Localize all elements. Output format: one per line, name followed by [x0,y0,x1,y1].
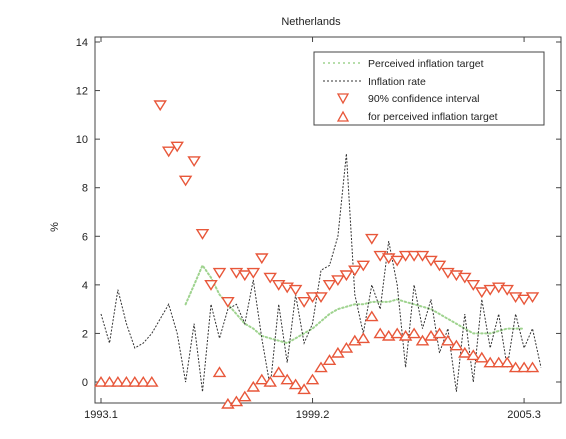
marker-upper-ci [212,267,227,279]
marker-lower-ci [458,346,472,358]
marker-upper-ci [305,292,320,304]
marker-lower-ci [111,375,125,387]
marker-lower-ci [136,375,151,387]
axis-ticks: 0 2 4 6 8 10 12 14 1993.1 1999.2 2005.3 [76,37,561,421]
marker-upper-ci [263,272,277,284]
marker-lower-ci [339,341,354,353]
series-layer [94,100,542,409]
y-axis-label: % [49,222,61,232]
marker-lower-ci [475,351,489,363]
marker-lower-ci [246,380,261,392]
marker-lower-ci [508,361,523,373]
y-tick-label: 0 [82,377,88,389]
marker-lower-ci [145,375,159,387]
marker-upper-ci [475,287,489,299]
marker-upper-ci [398,250,413,262]
marker-lower-ci [297,383,311,395]
marker-lower-ci [288,378,303,390]
y-tick-label: 14 [76,37,88,49]
marker-lower-ci [517,361,531,373]
marker-upper-ci [432,260,447,272]
marker-upper-ci [204,280,218,291]
y-tick-label: 6 [82,231,88,243]
marker-upper-ci [246,267,261,279]
marker-upper-ci [356,260,371,272]
y-tick-label: 10 [76,134,88,146]
marker-lower-ci [441,334,455,346]
legend-label-upper: 90% confidence interval [368,93,480,105]
marker-upper-ci [525,292,540,304]
marker-lower-ci [271,366,286,378]
marker-lower-ci [407,327,421,339]
marker-lower-ci [491,356,506,368]
marker-upper-ci [187,156,201,168]
legend-label-inflation: Inflation rate [368,76,426,88]
marker-upper-ci [153,100,167,112]
marker-upper-ci [390,255,404,267]
marker-upper-ci [255,253,269,265]
y-tick-label: 12 [76,86,88,98]
marker-lower-ci [119,375,134,387]
marker-lower-ci [432,327,447,339]
legend: Perceived inflation target Inflation rat… [313,51,545,126]
y-tick-label: 8 [82,183,88,195]
marker-lower-ci [525,361,540,373]
marker-upper-ci [348,265,362,277]
marker-lower-ci [373,327,387,339]
legend-swatch-lower [336,110,350,122]
legend-label-target: Perceived inflation target [368,58,484,70]
marker-upper-ci [288,284,303,296]
marker-lower-ci [322,354,337,365]
marker-lower-ci [365,310,379,322]
marker-lower-ci [466,349,481,361]
marker-lower-ci [238,390,252,402]
marker-upper-ci [365,233,379,245]
marker-lower-ci [314,361,328,373]
marker-upper-ci [322,280,337,291]
marker-upper-ci [407,250,421,262]
marker-lower-ci [102,375,117,387]
legend-label-lower: for perceived inflation target [368,111,498,123]
marker-lower-ci [255,373,269,385]
marker-upper-ci [500,284,514,296]
marker-upper-ci [297,297,311,308]
marker-upper-ci [517,294,531,306]
marker-lower-ci [263,375,277,387]
marker-upper-ci [238,270,252,282]
x-tick-label: 1993.1 [84,409,118,421]
marker-lower-ci [128,375,142,387]
marker-lower-ci [449,339,464,351]
plot-frame [94,36,562,404]
marker-lower-ci [305,373,320,385]
marker-lower-ci [390,327,404,339]
y-tick-label: 4 [82,280,88,292]
marker-upper-ci [466,280,481,291]
marker-upper-ci [314,292,328,304]
marker-upper-ci [331,275,345,287]
marker-lower-ci [280,373,294,385]
marker-upper-ci [458,272,472,284]
y-tick-label: 2 [82,328,88,340]
legend-swatch-upper [336,93,350,105]
marker-lower-ci [94,375,108,387]
marker-upper-ci [161,146,176,158]
series-line-perceived-target [184,263,526,345]
marker-upper-ci [221,297,235,308]
marker-lower-ci [212,366,227,378]
marker-upper-ci [178,175,193,187]
marker-upper-ci [339,270,354,282]
x-tick-label: 1999.2 [296,409,330,421]
marker-lower-ci [356,332,371,344]
x-tick-label: 2005.3 [507,409,541,421]
marker-upper-ci [195,228,210,240]
legend-box [313,51,545,126]
marker-lower-ci [483,356,497,368]
marker-upper-ci [483,284,497,296]
series-line-inflation-rate [100,153,542,392]
chart-title: Netherlands [281,16,341,28]
marker-lower-ci [500,356,514,368]
marker-upper-ci [170,141,184,153]
